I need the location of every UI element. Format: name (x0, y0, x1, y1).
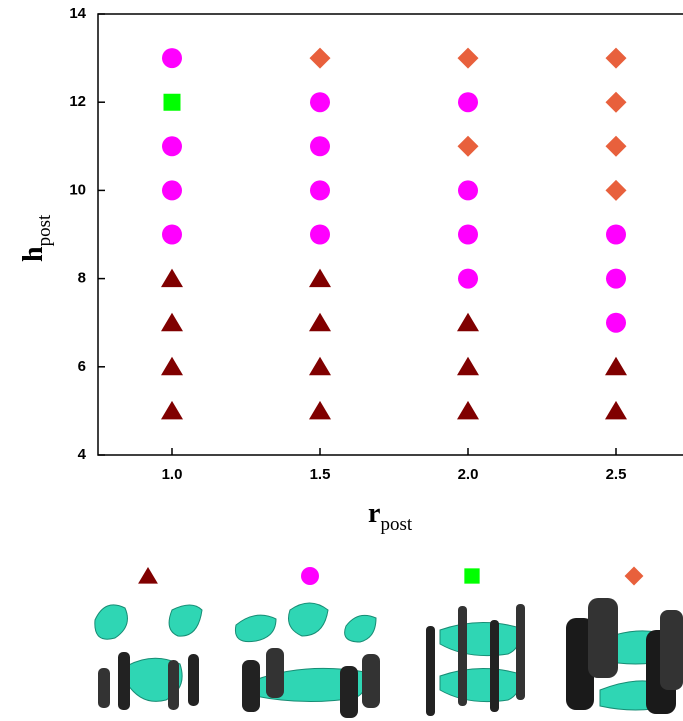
x-axis-label-main: r (368, 498, 380, 529)
point (310, 48, 331, 69)
legend-marker (625, 567, 644, 586)
chart: 4681012141.01.52.02.5 rpost hpost (0, 0, 683, 721)
point (457, 401, 479, 420)
x-tick-label: 1.5 (310, 466, 331, 483)
x-tick-label: 1.0 (162, 466, 183, 483)
rendering-1 (95, 605, 202, 710)
point (161, 401, 183, 420)
point (310, 92, 330, 112)
y-tick-label: 4 (78, 446, 87, 463)
legend-marker (138, 567, 158, 584)
point (164, 94, 181, 111)
point (457, 313, 479, 332)
x-tick-label: 2.5 (606, 466, 627, 483)
point (458, 136, 479, 157)
point (606, 136, 627, 157)
point (162, 225, 182, 245)
structure-renderings (95, 598, 683, 718)
point (606, 225, 626, 245)
legend-marker (301, 567, 319, 585)
y-tick-label: 14 (69, 5, 86, 22)
point (161, 357, 183, 376)
point (606, 92, 627, 113)
y-axis-label-main: h (18, 246, 49, 262)
y-tick-label: 12 (69, 93, 86, 110)
rendering-2 (235, 603, 380, 718)
point (309, 313, 331, 332)
x-tick-label: 2.0 (458, 466, 479, 483)
rendering-4 (566, 598, 683, 714)
point (458, 225, 478, 245)
point (161, 313, 183, 332)
x-axis-label: rpost (368, 498, 413, 535)
x-axis-label-sub: post (380, 514, 412, 535)
rendering-3 (426, 604, 525, 716)
point (458, 92, 478, 112)
plot-frame (98, 14, 683, 455)
point (310, 136, 330, 156)
point (458, 48, 479, 69)
y-tick-label: 8 (78, 270, 86, 287)
point (309, 401, 331, 420)
point (605, 401, 627, 420)
point (605, 357, 627, 376)
point (606, 48, 627, 69)
y-axis-label-sub: post (34, 214, 55, 246)
point (309, 357, 331, 376)
point (309, 269, 331, 288)
point (310, 180, 330, 200)
point (310, 225, 330, 245)
point (606, 180, 627, 201)
y-axis-label: hpost (18, 214, 55, 262)
y-tick-label: 10 (69, 181, 86, 198)
point (606, 313, 626, 333)
point (458, 269, 478, 289)
point (161, 269, 183, 288)
axes: 4 6 8 10 12 14 1.0 1.5 2.0 2.5 (69, 5, 683, 483)
point (162, 180, 182, 200)
y-tick-label: 6 (78, 358, 86, 375)
point (606, 269, 626, 289)
point (162, 136, 182, 156)
point (162, 48, 182, 68)
point (457, 357, 479, 376)
point (458, 180, 478, 200)
legend-marker (464, 568, 479, 583)
